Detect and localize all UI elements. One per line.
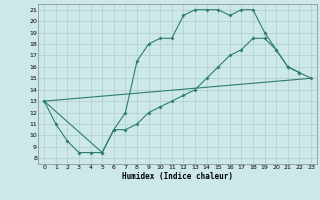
X-axis label: Humidex (Indice chaleur): Humidex (Indice chaleur) <box>122 172 233 181</box>
